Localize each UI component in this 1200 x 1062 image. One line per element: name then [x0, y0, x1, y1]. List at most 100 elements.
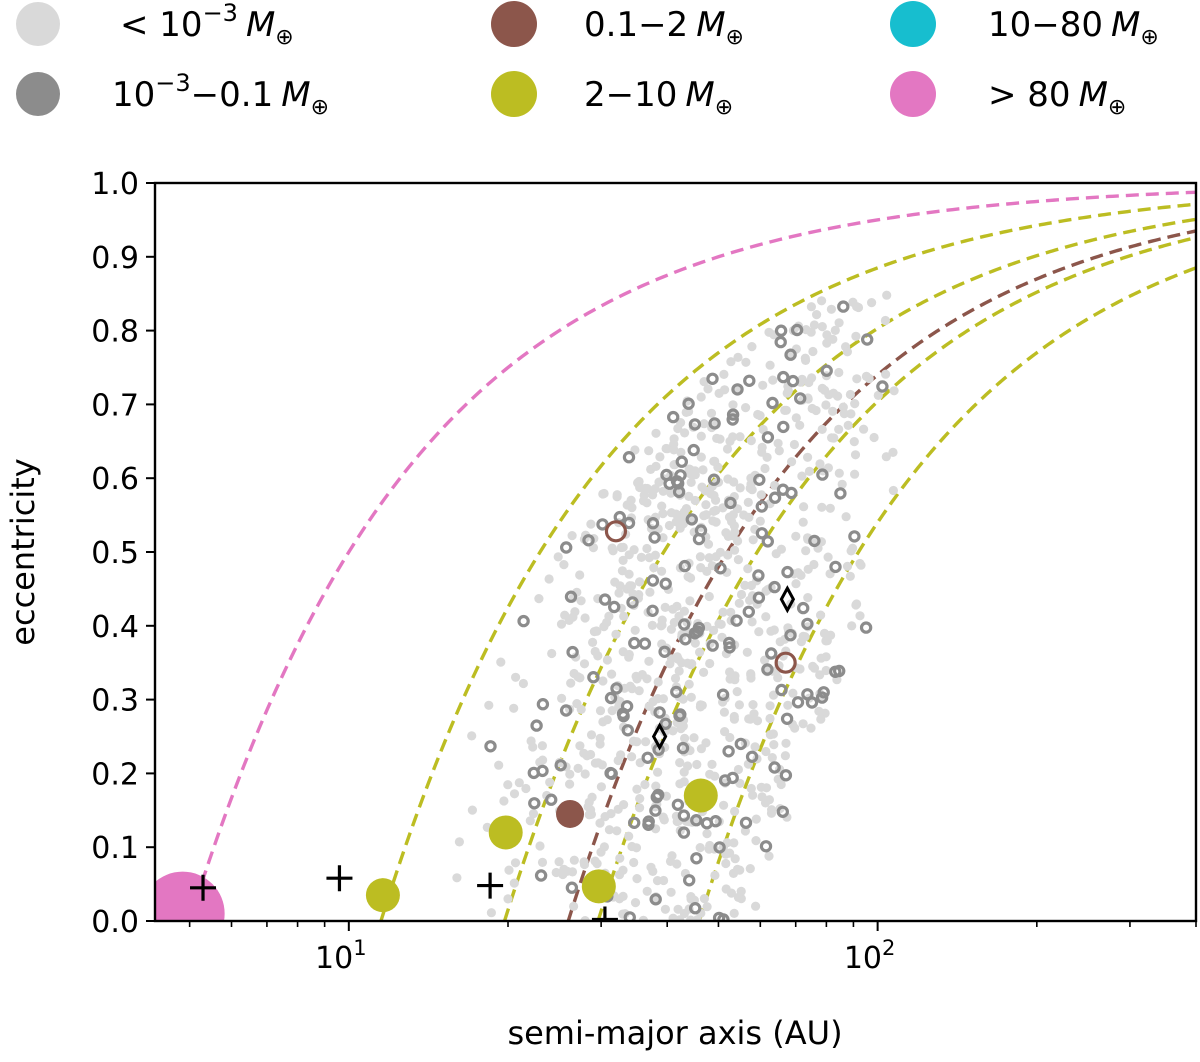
tiny-body-point — [638, 915, 648, 921]
tiny-body-point — [628, 589, 638, 599]
tiny-body-point — [690, 638, 700, 648]
tiny-body-point — [724, 512, 735, 522]
diamond-marker — [651, 722, 668, 751]
x-axis-label: semi-major axis (AU) — [507, 1014, 842, 1052]
tiny-body-point — [630, 898, 641, 908]
legend-label-giant: > 80 M⊕ — [988, 75, 1126, 120]
super_earth-planet-point — [683, 778, 718, 813]
tiny-body-point — [815, 670, 825, 680]
tiny-body-point — [728, 868, 739, 879]
tiny-body-point — [629, 857, 639, 868]
small-body-point — [649, 804, 662, 817]
tiny-body-point — [665, 659, 675, 669]
tiny-body-point — [889, 386, 899, 396]
small-body-point — [753, 473, 766, 486]
small-body-point — [759, 840, 773, 853]
small-body-point — [739, 816, 753, 830]
medium-periastron-curve — [566, 229, 1196, 921]
tiny-body-point — [509, 703, 519, 713]
small-body-point — [672, 485, 686, 499]
small-body-point — [761, 663, 774, 676]
small-body-point — [678, 618, 691, 631]
tiny-body-point — [803, 564, 813, 574]
tiny-body-point — [657, 620, 667, 630]
tiny-body-point — [729, 838, 739, 848]
tiny-body-point — [576, 704, 586, 715]
tiny-body-point — [730, 545, 740, 555]
tiny-body-point — [719, 369, 729, 379]
curves-layer — [188, 190, 1196, 921]
tiny-body-point — [852, 374, 862, 384]
small-body-point — [776, 805, 790, 819]
small-body-point — [716, 688, 730, 701]
small-body-point — [677, 809, 691, 822]
tiny-body-point — [721, 528, 731, 538]
cross-marker — [477, 872, 504, 899]
tiny-body-point — [565, 769, 575, 779]
tiny-body-point — [797, 374, 807, 384]
small-body-point — [801, 688, 814, 701]
tiny-body-point — [834, 424, 844, 434]
tiny-body-point — [722, 444, 733, 454]
tiny-body-point — [636, 552, 647, 563]
medium-body-ring — [774, 651, 797, 674]
cross-marker — [326, 865, 353, 892]
tiny-body-point — [696, 392, 706, 402]
tiny-body-point — [839, 409, 849, 419]
tiny-body-point — [620, 683, 630, 693]
tiny-body-point — [746, 436, 756, 446]
small-body-point — [688, 627, 702, 640]
tiny-body-point — [768, 729, 779, 739]
small-body-point — [779, 769, 793, 782]
tiny-body-point — [639, 490, 649, 500]
tiny-body-point — [757, 792, 767, 802]
tiny-body-point — [613, 755, 623, 766]
tiny-body-point — [773, 673, 783, 683]
small-body-point — [534, 869, 548, 882]
tiny-body-point — [776, 544, 787, 554]
tiny-body-point — [565, 779, 575, 789]
y-tick-label: 0.9 — [91, 241, 139, 276]
tiny-body-point — [627, 684, 637, 694]
small-body-point — [707, 473, 721, 486]
tiny-body-point — [706, 408, 717, 418]
tiny-body-point — [830, 325, 840, 335]
tiny-body-point — [598, 676, 608, 686]
cross-marker — [591, 906, 618, 921]
tiny-body-point — [509, 789, 520, 799]
tiny-body-point — [711, 495, 721, 505]
tiny-body-point — [746, 580, 757, 591]
tiny-body-point — [744, 512, 754, 523]
small-body-point — [786, 374, 800, 388]
tiny-body-point — [807, 373, 817, 383]
tiny-body-point — [634, 686, 644, 696]
small-body-point — [658, 645, 671, 659]
tiny-body-point — [676, 447, 686, 457]
tiny-body-point — [816, 714, 826, 724]
tiny-body-point — [579, 659, 590, 669]
tiny-body-point — [692, 759, 702, 770]
tiny-body-point — [795, 420, 805, 430]
tiny-body-point — [629, 545, 639, 555]
y-tick-label: 0.1 — [91, 831, 139, 866]
legend-swatch-small — [16, 72, 60, 116]
tiny-body-point — [796, 637, 807, 647]
small-body-point — [623, 911, 636, 921]
tiny-body-point — [668, 913, 678, 921]
tiny-body-point — [817, 296, 827, 306]
tiny-body-point — [747, 342, 757, 352]
tiny-body-point — [641, 737, 651, 747]
tiny-body-point — [769, 740, 779, 750]
small-body-point — [790, 323, 804, 337]
tiny-body-point — [668, 726, 678, 736]
tiny-body-point — [699, 894, 710, 904]
tiny-body-point — [707, 759, 717, 770]
tiny-body-point — [764, 851, 774, 861]
small-body-point — [667, 410, 680, 424]
super-earth-1-periastron-curve — [379, 202, 1196, 921]
tiny-body-point — [690, 466, 700, 476]
tiny-body-point — [869, 432, 879, 443]
tiny-body-point — [684, 491, 694, 501]
tiny-body-point — [699, 419, 709, 429]
tiny-body-point — [695, 843, 705, 853]
